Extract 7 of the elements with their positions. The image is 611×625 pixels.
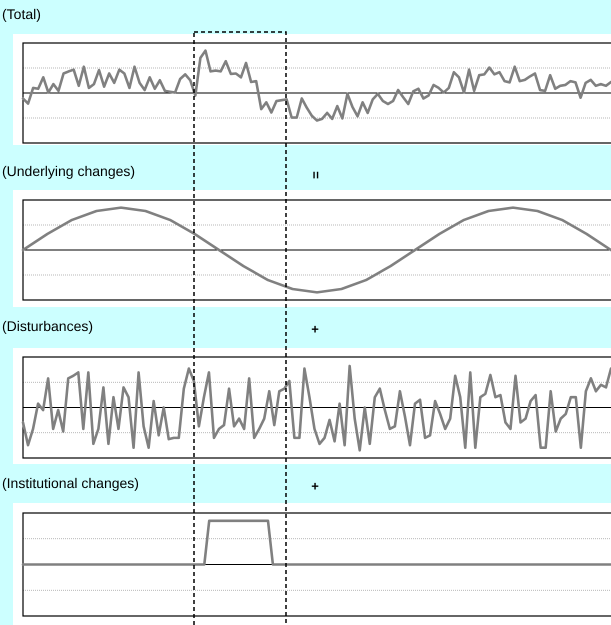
text: + [311,321,320,336]
text: = [308,171,324,180]
chart-title: (Total) [2,6,41,22]
text: + [311,478,320,494]
chart-title: (Disturbances) [2,318,94,334]
chart-title: (Institutional changes) [2,475,139,491]
chart-title: (Underlying changes) [2,163,136,179]
